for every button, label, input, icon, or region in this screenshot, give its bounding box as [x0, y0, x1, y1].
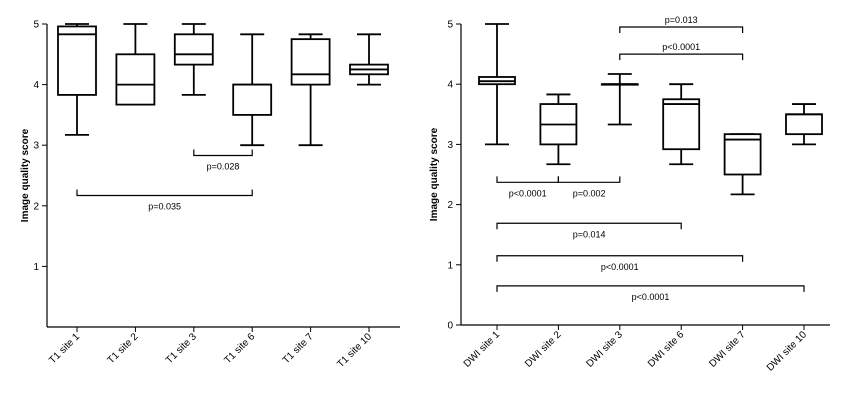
x-category-label: DWI site 2: [523, 329, 564, 370]
box-iqr: [662, 98, 701, 151]
significance-bracket: [496, 255, 744, 262]
significance-bracket: [619, 53, 744, 61]
box-iqr: [115, 53, 156, 106]
y-axis-label: Image quality score: [20, 128, 31, 222]
significance-bracket: [496, 285, 805, 292]
y-tick-label: 5: [33, 20, 39, 31]
x-category-label: T1 site 7: [281, 331, 316, 366]
right-panel-dwi: 0 1 2 3 4 5 Image quality score DWI site 1 DWI s…: [429, 15, 830, 374]
p-value-label: p=0.002: [573, 188, 606, 198]
x-category-label: T1 site 1: [47, 331, 82, 366]
x-category-label: DWI site 10: [765, 329, 810, 374]
left-panel-t1: 1 2 3 4 5 Image quality score T1 site 1 T1 site…: [20, 20, 400, 370]
y-tick-label: 2: [447, 200, 453, 211]
y-tick-label: 4: [447, 80, 453, 91]
y-axis-label: Image quality score: [429, 127, 440, 221]
box-iqr: [173, 33, 214, 66]
significance-bracket: [496, 222, 682, 230]
box-iqr: [785, 113, 823, 136]
p-value-label: p<0.0001: [601, 262, 639, 272]
p-value-label: p<0.0001: [509, 188, 547, 198]
y-tick-label: 5: [447, 20, 453, 31]
x-category-label: T1 site 10: [335, 331, 374, 370]
box-iqr: [57, 25, 97, 96]
box-iqr: [232, 83, 273, 116]
p-value-label: p=0.035: [148, 201, 181, 211]
significance-bracket: [619, 26, 744, 34]
y-tick-label: 1: [447, 260, 453, 271]
x-category-label: T1 site 2: [106, 331, 141, 366]
x-category-label: DWI site 1: [462, 329, 503, 370]
significance-bracket: [557, 176, 621, 183]
significance-bracket: [76, 189, 253, 197]
x-category-label: DWI site 3: [585, 329, 626, 370]
x-category-label: T1 site 3: [164, 331, 199, 366]
x-category-label: T1 site 6: [222, 331, 257, 366]
significance-bracket: [496, 176, 559, 183]
y-tick-label: 1: [33, 262, 39, 273]
y-tick-label: 4: [33, 80, 39, 91]
p-value-label: p=0.014: [573, 229, 606, 239]
x-category-label: DWI site 7: [707, 329, 748, 370]
p-value-label: p=0.013: [665, 15, 698, 25]
significance-bracket: [193, 149, 253, 157]
p-value-label: p=0.028: [207, 162, 240, 172]
box-iqr: [290, 38, 331, 86]
x-category-label: DWI site 6: [646, 329, 687, 370]
y-tick-label: 3: [33, 141, 39, 152]
box-iqr: [723, 133, 762, 176]
y-tick-label: 2: [33, 201, 39, 212]
p-value-label: p<0.0001: [662, 42, 700, 52]
p-value-label: p<0.0001: [632, 292, 670, 302]
y-tick-label: 0: [447, 321, 453, 332]
y-tick-label: 3: [447, 140, 453, 151]
